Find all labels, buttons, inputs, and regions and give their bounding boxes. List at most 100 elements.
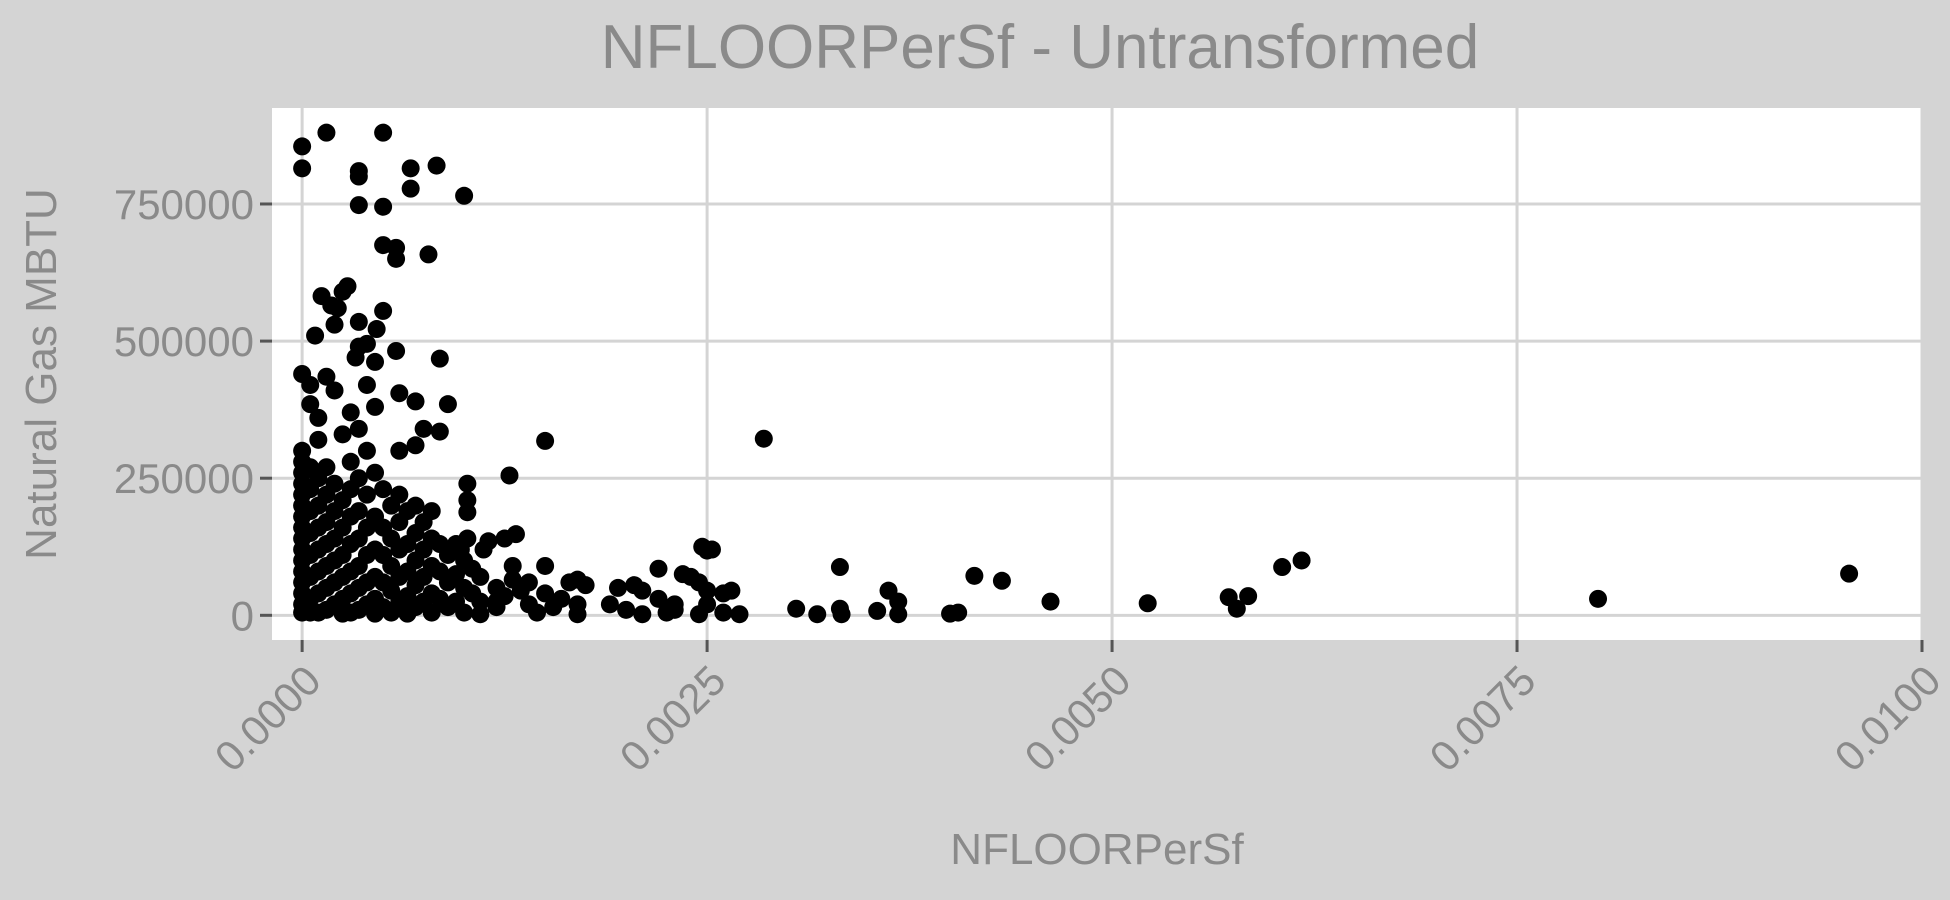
data-point	[341, 452, 360, 471]
data-point	[474, 540, 493, 559]
data-point	[419, 245, 438, 264]
y-axis: 0 250000 500000 750000	[114, 181, 272, 639]
data-point	[317, 367, 336, 386]
data-point	[447, 565, 466, 584]
y-tick-label: 750000	[114, 181, 254, 228]
data-point	[665, 600, 684, 619]
data-point	[422, 603, 441, 622]
data-point	[609, 578, 628, 597]
data-point	[649, 559, 668, 578]
data-point	[349, 167, 368, 186]
plot-panel	[272, 108, 1922, 640]
data-point	[536, 556, 555, 575]
data-point	[754, 429, 773, 448]
data-point	[374, 123, 393, 142]
x-axis-label: NFLOORPerSf	[950, 825, 1244, 874]
data-point	[889, 592, 908, 611]
data-point	[681, 567, 700, 586]
data-point	[544, 598, 563, 617]
data-point	[374, 480, 393, 499]
data-point	[1589, 589, 1608, 608]
data-point	[387, 249, 406, 268]
data-point	[1041, 592, 1060, 611]
data-point	[387, 341, 406, 360]
data-point	[536, 584, 555, 603]
data-point	[536, 431, 555, 450]
data-point	[366, 397, 385, 416]
data-point	[325, 315, 344, 334]
data-point	[832, 605, 851, 624]
data-point	[600, 595, 619, 614]
chart-title: NFLOORPerSf - Untransformed	[601, 13, 1480, 82]
data-point	[722, 581, 741, 600]
data-point	[317, 458, 336, 477]
data-point	[455, 603, 474, 622]
data-point	[992, 571, 1011, 590]
data-point	[503, 556, 522, 575]
data-point	[349, 502, 368, 521]
data-points	[293, 123, 1859, 624]
data-point	[447, 535, 466, 554]
data-point	[427, 156, 446, 175]
data-point	[390, 485, 409, 504]
grid-lines	[272, 108, 1924, 640]
data-point	[357, 485, 376, 504]
data-point	[414, 419, 433, 438]
data-point	[341, 403, 360, 422]
data-point	[349, 469, 368, 488]
data-point	[333, 282, 352, 301]
data-point	[366, 463, 385, 482]
data-point	[1273, 558, 1292, 577]
data-point	[309, 430, 328, 449]
data-point	[458, 503, 477, 522]
data-point	[374, 301, 393, 320]
data-point	[401, 159, 420, 178]
data-point	[455, 186, 474, 205]
data-point	[349, 196, 368, 215]
data-point	[306, 326, 325, 345]
y-tick-label: 0	[231, 592, 254, 639]
data-point	[714, 603, 733, 622]
data-point	[730, 605, 749, 624]
data-point	[346, 348, 365, 367]
data-point	[568, 605, 587, 624]
data-point	[868, 601, 887, 620]
data-point	[965, 566, 984, 585]
data-point	[357, 441, 376, 460]
data-point	[406, 436, 425, 455]
data-point	[406, 392, 425, 411]
y-axis-label: Natural Gas MBTU	[17, 188, 66, 560]
data-point	[333, 425, 352, 444]
data-point	[390, 441, 409, 460]
data-point	[702, 540, 721, 559]
data-point	[458, 474, 477, 493]
data-point	[1227, 599, 1246, 618]
data-point	[949, 603, 968, 622]
data-point	[430, 349, 449, 368]
data-point	[1292, 551, 1311, 570]
data-point	[787, 599, 806, 618]
data-point	[328, 299, 347, 318]
data-point	[698, 581, 717, 600]
data-point	[309, 408, 328, 427]
data-point	[808, 605, 827, 624]
data-point	[500, 466, 519, 485]
data-point	[422, 502, 441, 521]
data-point	[471, 592, 490, 611]
data-point	[438, 395, 457, 414]
data-point	[495, 587, 514, 606]
data-point	[506, 525, 525, 544]
data-point	[301, 375, 320, 394]
data-point	[374, 197, 393, 216]
data-point	[357, 375, 376, 394]
data-point	[293, 159, 312, 178]
data-point	[471, 605, 490, 624]
data-point	[1840, 564, 1859, 583]
data-point	[325, 381, 344, 400]
data-point	[349, 312, 368, 331]
data-point	[649, 589, 668, 608]
data-point	[293, 137, 312, 156]
data-point	[390, 384, 409, 403]
